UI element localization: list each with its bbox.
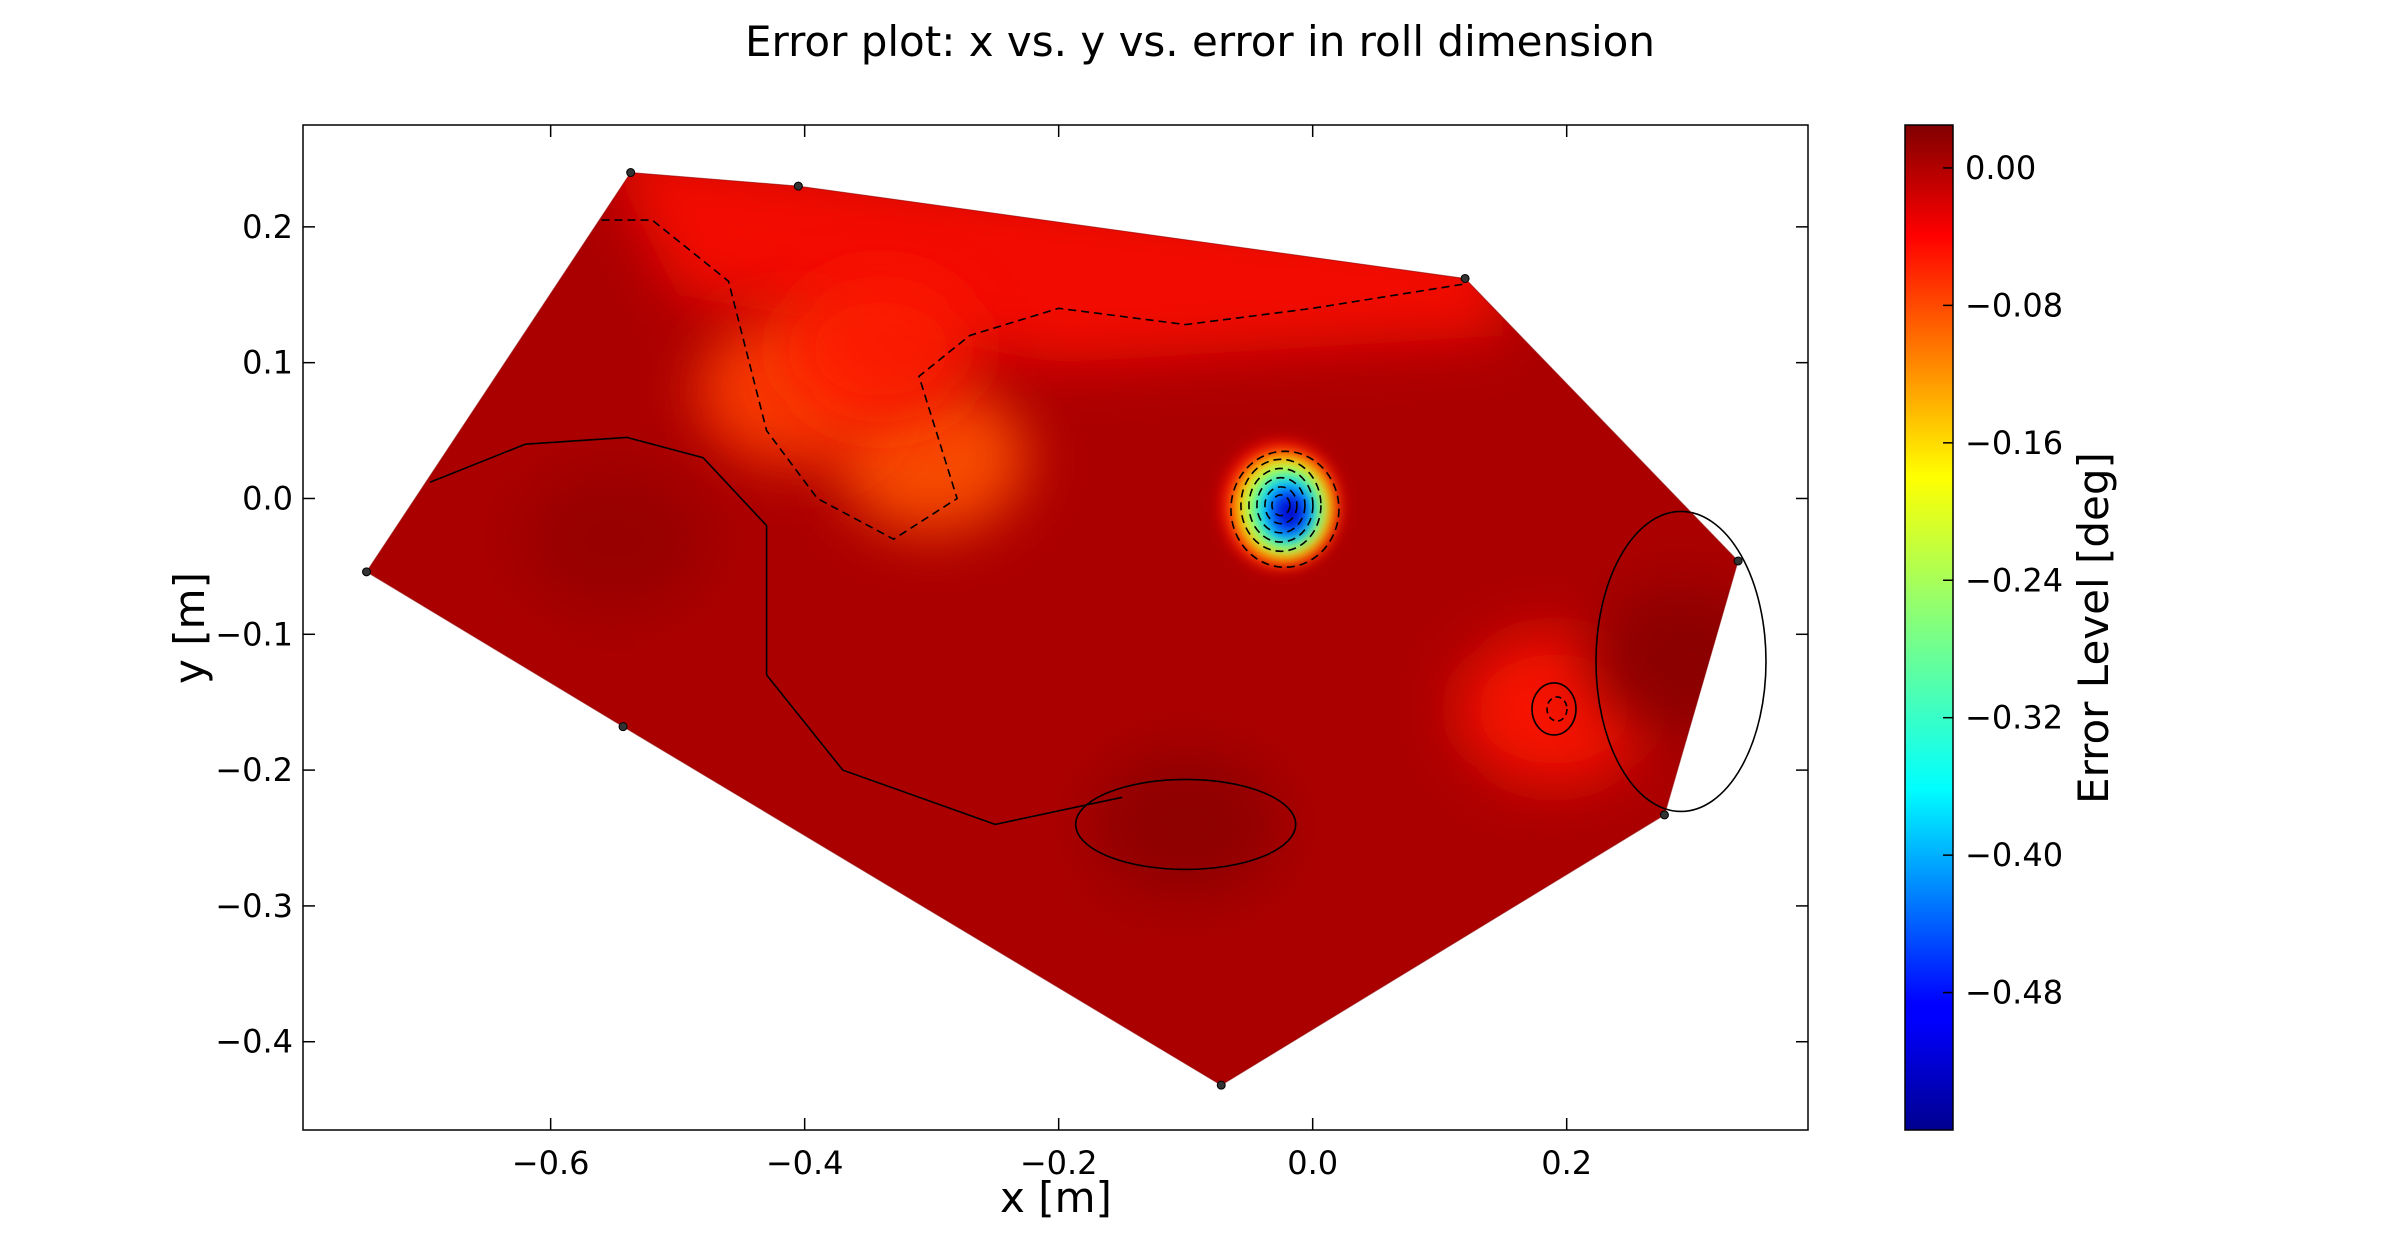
x-tick-label: 0.0 [1287, 1144, 1338, 1182]
contour-solid [1595, 510, 1767, 813]
contour-dashed [601, 219, 1466, 541]
chart-title: Error plot: x vs. y vs. error in roll di… [745, 17, 1655, 66]
contour-dashed [1264, 486, 1298, 525]
contour-dashed [1256, 476, 1306, 534]
error-field [366, 172, 1739, 1086]
y-tick-label: 0.2 [242, 208, 293, 246]
x-tick-label: −0.6 [512, 1144, 590, 1182]
data-point-markers [362, 168, 1743, 1090]
contour-dashed [1248, 467, 1314, 543]
colorbar-tick-label: −0.08 [1965, 286, 2063, 324]
error-feature-6 [785, 274, 976, 425]
colorbar-tick-label: −0.48 [1965, 974, 2063, 1012]
data-point [793, 181, 803, 191]
contour-lines [429, 219, 1767, 871]
colorbar-tick-label: −0.24 [1965, 561, 2063, 599]
x-tick-label: −0.4 [766, 1144, 844, 1182]
y-tick-label: 0.0 [242, 479, 293, 517]
y-tick-label: −0.1 [215, 615, 293, 653]
y-tick-label: 0.1 [242, 344, 293, 382]
contour-solid [1531, 682, 1577, 736]
colorbar-tick-label: −0.32 [1965, 699, 2063, 737]
error-feature-7 [519, 464, 710, 615]
contour-solid [429, 436, 1123, 826]
x-axis-label: x [m] [1000, 1173, 1112, 1222]
data-point [1216, 1080, 1226, 1090]
contour-dashed [1546, 696, 1568, 722]
data-point [1460, 273, 1470, 283]
contour-dashed [1230, 450, 1340, 569]
colorbar-ticks: 0.00 −0.08 −0.16 −0.24 −0.32 −0.40 −0.48 [1943, 149, 2063, 1012]
data-point [1659, 810, 1669, 820]
colorbar-tick-label: −0.40 [1965, 836, 2063, 874]
contour-dashed [1240, 458, 1322, 553]
error-feature-3 [1090, 749, 1281, 900]
x-axis-ticks: −0.6 −0.4 −0.2 0.0 0.2 [512, 125, 1592, 1182]
x-tick-label: −0.2 [1020, 1144, 1098, 1182]
contour-solid [1074, 778, 1297, 871]
x-tick-label: 0.2 [1541, 1144, 1592, 1182]
y-tick-label: −0.2 [215, 751, 293, 789]
y-axis-ticks: 0.2 0.1 0.0 −0.1 −0.2 −0.3 −0.4 [215, 208, 1808, 1061]
colorbar [1904, 124, 1954, 1131]
colorbar-label: Error Level [deg] [2069, 452, 2118, 804]
y-tick-label: −0.3 [215, 887, 293, 925]
contour-dashed [1271, 494, 1291, 517]
data-point [626, 168, 636, 178]
data-point [618, 722, 628, 732]
data-point [1733, 556, 1743, 566]
colorbar-tick-label: −0.16 [1965, 424, 2063, 462]
colorbar-tick-label: 0.00 [1965, 149, 2036, 187]
error-minimum-ring [1277, 496, 1302, 529]
data-point [362, 567, 372, 577]
y-axis-label: y [m] [165, 572, 214, 684]
y-tick-label: −0.4 [215, 1023, 293, 1061]
